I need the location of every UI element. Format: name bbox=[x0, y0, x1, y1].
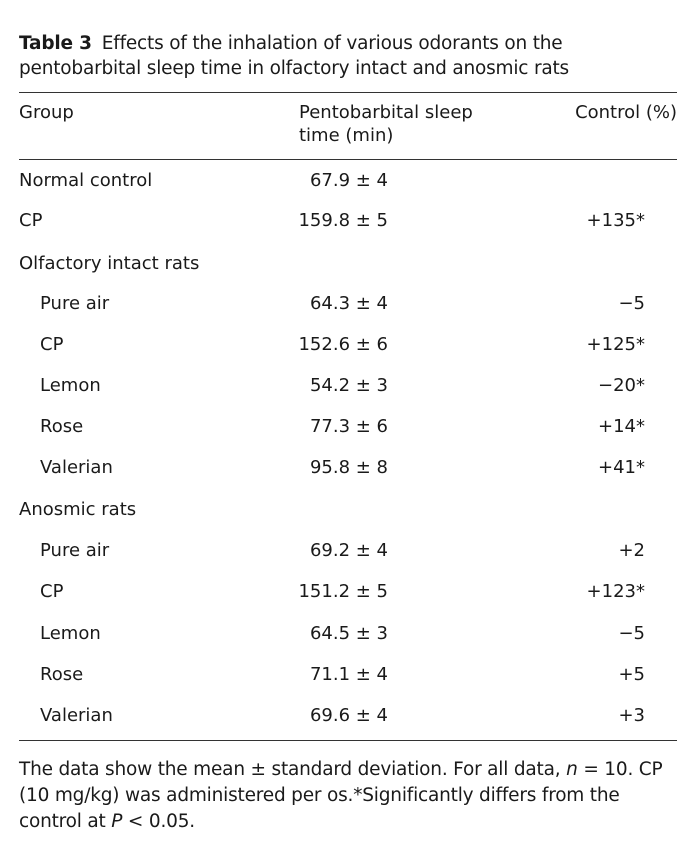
table-row: Rose 71.1 ± 4 +5 bbox=[0, 663, 700, 687]
cell-group: Pure air bbox=[40, 293, 110, 314]
cell-control: +14* bbox=[598, 416, 645, 437]
cell-control: −5 bbox=[618, 293, 645, 314]
cell-group: Lemon bbox=[40, 623, 101, 644]
cell-sleep: 152.6 ± 6 bbox=[298, 334, 388, 355]
section-row: Olfactory intact rats bbox=[0, 252, 700, 276]
cell-sleep: 69.6 ± 4 bbox=[309, 705, 388, 726]
header-group: Group bbox=[19, 102, 74, 123]
cell-sleep: 54.2 ± 3 bbox=[309, 375, 388, 396]
cell-sleep: 64.3 ± 4 bbox=[309, 293, 388, 314]
cell-control: +135* bbox=[586, 210, 645, 231]
cell-control: −5 bbox=[618, 623, 645, 644]
cell-sleep: 95.8 ± 8 bbox=[309, 457, 388, 478]
footnote-part2: = 10. CP (10 mg/kg) was administered per… bbox=[19, 759, 663, 832]
cell-group: CP bbox=[40, 334, 64, 355]
cell-group: CP bbox=[19, 210, 43, 231]
table-row: Pure air 69.2 ± 4 +2 bbox=[0, 539, 700, 563]
cell-sleep: 77.3 ± 6 bbox=[309, 416, 388, 437]
table-row: Lemon 64.5 ± 3 −5 bbox=[0, 622, 700, 646]
bottom-rule bbox=[19, 740, 677, 741]
footnote-n-variable: n bbox=[566, 759, 578, 780]
cell-sleep: 69.2 ± 4 bbox=[309, 540, 388, 561]
caption-text: Effects of the inhalation of various odo… bbox=[19, 33, 569, 79]
footnote-part3: < 0.05. bbox=[122, 811, 195, 832]
table-row: CP 152.6 ± 6 +125* bbox=[0, 333, 700, 357]
footnote-p-variable: P bbox=[111, 811, 123, 832]
cell-sleep: 71.1 ± 4 bbox=[309, 664, 388, 685]
cell-group: Valerian bbox=[40, 705, 113, 726]
table-row: Normal control 67.9 ± 4 bbox=[0, 169, 700, 193]
cell-group: Pure air bbox=[40, 540, 110, 561]
cell-control: +5 bbox=[618, 664, 645, 685]
table-caption: Table 3 Effects of the inhalation of vari… bbox=[19, 31, 684, 81]
section-label: Olfactory intact rats bbox=[19, 253, 200, 274]
cell-sleep: 67.9 ± 4 bbox=[309, 170, 388, 191]
table-row: Rose 77.3 ± 6 +14* bbox=[0, 415, 700, 439]
cell-control: +41* bbox=[598, 457, 645, 478]
table-label: Table 3 bbox=[19, 33, 92, 54]
table-row: CP 159.8 ± 5 +135* bbox=[0, 209, 700, 233]
header-sleep-line1: Pentobarbital sleep bbox=[299, 102, 473, 123]
table-row: CP 151.2 ± 5 +123* bbox=[0, 580, 700, 604]
cell-group: Valerian bbox=[40, 457, 113, 478]
cell-sleep: 64.5 ± 3 bbox=[309, 623, 388, 644]
cell-control: +2 bbox=[618, 540, 645, 561]
top-rule bbox=[19, 92, 677, 93]
cell-sleep: 159.8 ± 5 bbox=[298, 210, 388, 231]
cell-control: +3 bbox=[618, 705, 645, 726]
cell-group: Rose bbox=[40, 416, 84, 437]
section-row: Anosmic rats bbox=[0, 498, 700, 522]
cell-group: Lemon bbox=[40, 375, 101, 396]
cell-control: −20* bbox=[598, 375, 645, 396]
header-rule bbox=[19, 159, 677, 160]
table-footnote: The data show the mean ± standard deviat… bbox=[19, 757, 684, 835]
section-label: Anosmic rats bbox=[19, 499, 137, 520]
cell-group: Rose bbox=[40, 664, 84, 685]
cell-control: +123* bbox=[586, 581, 645, 602]
header-sleep-line2: time (min) bbox=[299, 125, 394, 146]
table-row: Valerian 95.8 ± 8 +41* bbox=[0, 456, 700, 480]
header-control: Control (%) bbox=[575, 102, 677, 123]
cell-control: +125* bbox=[586, 334, 645, 355]
cell-group: CP bbox=[40, 581, 64, 602]
cell-group: Normal control bbox=[19, 170, 153, 191]
table-row: Lemon 54.2 ± 3 −20* bbox=[0, 374, 700, 398]
header-sleep-time: Pentobarbital sleep time (min) bbox=[299, 101, 499, 147]
cell-sleep: 151.2 ± 5 bbox=[298, 581, 388, 602]
table-row: Valerian 69.6 ± 4 +3 bbox=[0, 704, 700, 728]
footnote-part1: The data show the mean ± standard deviat… bbox=[19, 759, 567, 780]
table-row: Pure air 64.3 ± 4 −5 bbox=[0, 292, 700, 316]
